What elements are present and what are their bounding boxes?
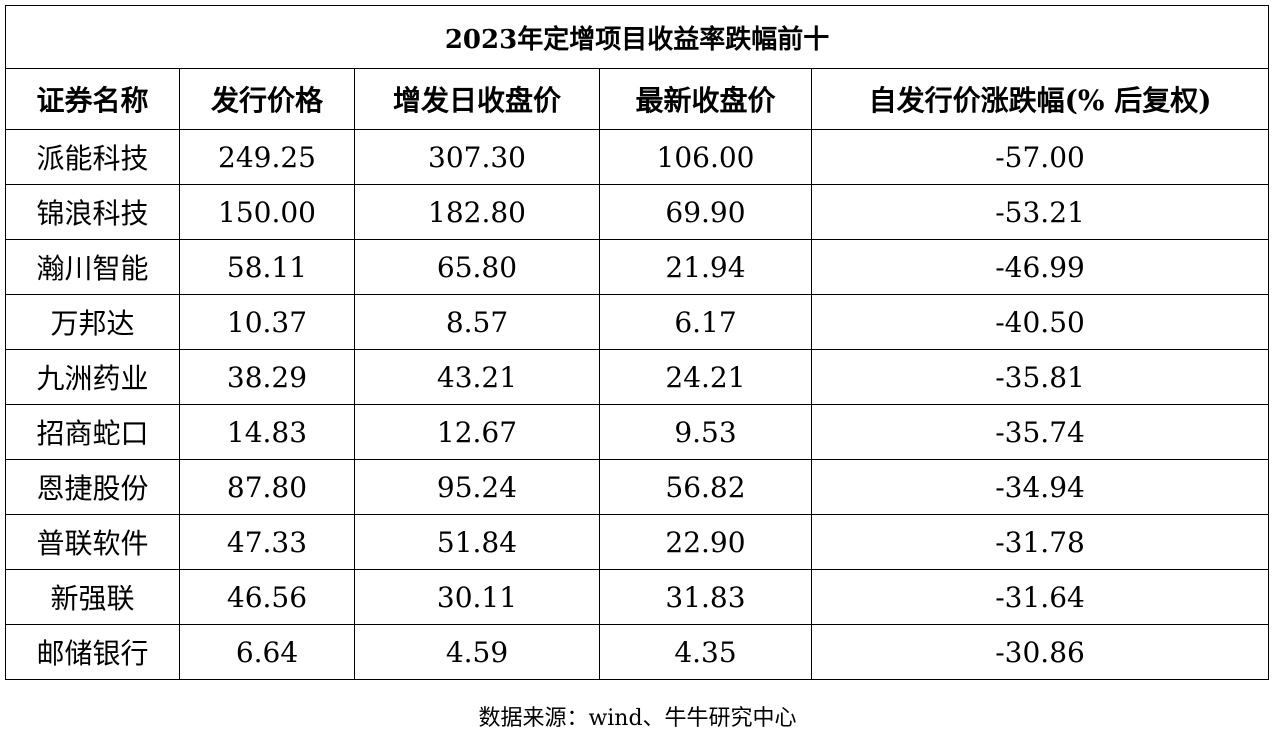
cell-security-name: 普联软件: [5, 514, 180, 570]
cell-security-name: 瀚川智能: [5, 239, 180, 295]
cell-change: -46.99: [810, 239, 1270, 295]
cell-issue-day-close: 43.21: [354, 349, 600, 405]
cell-issue-day-close: 51.84: [354, 514, 600, 570]
table-row: 恩捷股份 87.80 95.24 56.82 -34.94: [5, 459, 1270, 515]
cell-issue-day-close: 30.11: [354, 569, 600, 625]
cell-change: -57.00: [810, 129, 1270, 185]
cell-issue-day-close: 12.67: [354, 404, 600, 460]
cell-latest-close: 56.82: [599, 459, 812, 515]
cell-issue-day-close: 65.80: [354, 239, 600, 295]
cell-security-name: 派能科技: [5, 129, 180, 185]
cell-issue-price: 46.56: [179, 569, 355, 625]
cell-issue-day-close: 182.80: [354, 184, 600, 240]
cell-security-name: 锦浪科技: [5, 184, 180, 240]
cell-issue-price: 10.37: [179, 294, 355, 350]
cell-issue-price: 38.29: [179, 349, 355, 405]
cell-issue-price: 150.00: [179, 184, 355, 240]
cell-change: -53.21: [810, 184, 1270, 240]
table-row: 派能科技 249.25 307.30 106.00 -57.00: [5, 129, 1270, 185]
cell-security-name: 恩捷股份: [5, 459, 180, 515]
header-issue-price: 发行价格: [179, 68, 355, 130]
table-row: 九洲药业 38.29 43.21 24.21 -35.81: [5, 349, 1270, 405]
cell-change: -30.86: [810, 624, 1270, 680]
header-issue-day-close: 增发日收盘价: [354, 68, 600, 130]
cell-issue-price: 6.64: [179, 624, 355, 680]
cell-issue-price: 14.83: [179, 404, 355, 460]
table-row: 瀚川智能 58.11 65.80 21.94 -46.99: [5, 239, 1270, 295]
header-change-since-issue: 自发行价涨跌幅(% 后复权): [810, 68, 1270, 130]
cell-latest-close: 22.90: [599, 514, 812, 570]
cell-change: -35.81: [810, 349, 1270, 405]
cell-issue-day-close: 95.24: [354, 459, 600, 515]
cell-security-name: 新强联: [5, 569, 180, 625]
cell-latest-close: 4.35: [599, 624, 812, 680]
cell-issue-price: 87.80: [179, 459, 355, 515]
cell-change: -35.74: [810, 404, 1270, 460]
header-row: 证券名称 发行价格 增发日收盘价 最新收盘价 自发行价涨跌幅(% 后复权): [5, 68, 1270, 130]
table-title: 2023年定增项目收益率跌幅前十: [4, 5, 1270, 69]
cell-security-name: 九洲药业: [5, 349, 180, 405]
cell-security-name: 邮储银行: [5, 624, 180, 680]
cell-security-name: 招商蛇口: [5, 404, 180, 460]
table-row: 万邦达 10.37 8.57 6.17 -40.50: [5, 294, 1270, 350]
cell-change: -31.64: [810, 569, 1270, 625]
title-row: 2023年定增项目收益率跌幅前十: [4, 5, 1270, 69]
cell-latest-close: 24.21: [599, 349, 812, 405]
header-security-name: 证券名称: [5, 68, 180, 130]
cell-issue-day-close: 307.30: [354, 129, 600, 185]
cell-latest-close: 106.00: [599, 129, 812, 185]
cell-latest-close: 31.83: [599, 569, 812, 625]
cell-issue-price: 58.11: [179, 239, 355, 295]
table-row: 招商蛇口 14.83 12.67 9.53 -35.74: [5, 404, 1270, 460]
table-row: 锦浪科技 150.00 182.80 69.90 -53.21: [5, 184, 1270, 240]
cell-issue-day-close: 4.59: [354, 624, 600, 680]
source-note: 数据来源：wind、牛牛研究中心: [478, 706, 797, 731]
cell-change: -34.94: [810, 459, 1270, 515]
cell-change: -31.78: [810, 514, 1270, 570]
header-latest-close: 最新收盘价: [599, 68, 812, 130]
cell-security-name: 万邦达: [5, 294, 180, 350]
cell-issue-price: 47.33: [179, 514, 355, 570]
data-table: 2023年定增项目收益率跌幅前十 证券名称 发行价格 增发日收盘价 最新收盘价 …: [4, 5, 1270, 680]
table-row: 普联软件 47.33 51.84 22.90 -31.78: [5, 514, 1270, 570]
cell-issue-price: 249.25: [179, 129, 355, 185]
cell-latest-close: 6.17: [599, 294, 812, 350]
cell-latest-close: 69.90: [599, 184, 812, 240]
cell-issue-day-close: 8.57: [354, 294, 600, 350]
table-row: 新强联 46.56 30.11 31.83 -31.64: [5, 569, 1270, 625]
table-row: 邮储银行 6.64 4.59 4.35 -30.86: [5, 624, 1270, 680]
cell-latest-close: 9.53: [599, 404, 812, 460]
cell-latest-close: 21.94: [599, 239, 812, 295]
cell-change: -40.50: [810, 294, 1270, 350]
